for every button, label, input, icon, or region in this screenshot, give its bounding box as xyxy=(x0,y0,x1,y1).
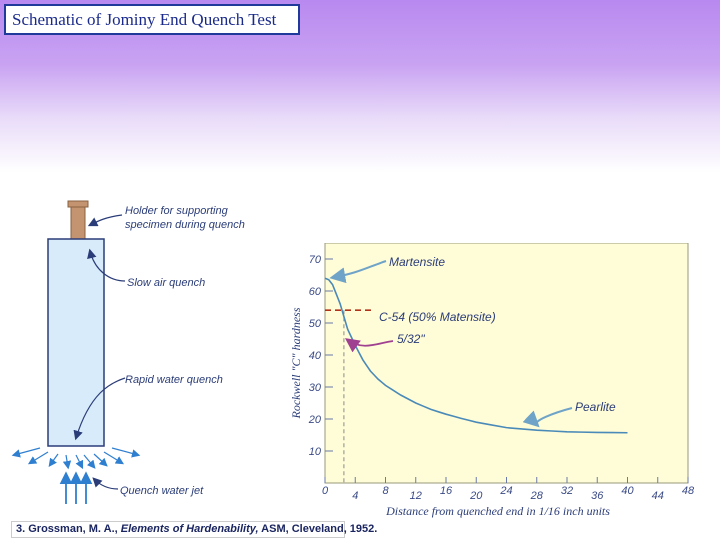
x-tick-label: 20 xyxy=(469,490,483,502)
x-tick-label: 48 xyxy=(682,485,695,497)
slow-air-label: Slow air quench xyxy=(127,277,205,289)
specimen-bar xyxy=(47,238,105,447)
x-tick-label: 44 xyxy=(652,490,664,502)
x-axis-label: Distance from quenched end in 1/16 inch … xyxy=(385,504,610,518)
x-tick-label: 0 xyxy=(322,485,329,497)
x-tick-label: 16 xyxy=(440,485,453,497)
jominy-schematic: Holder for supporting specimen during qu… xyxy=(10,193,255,506)
holder-rod xyxy=(70,206,86,240)
rapid-water-arrow xyxy=(73,377,126,441)
martensite-label: Martensite xyxy=(389,255,445,269)
y-tick-label: 40 xyxy=(309,350,322,362)
y-tick-label: 10 xyxy=(309,446,322,458)
reference-citation: 3. Grossman, M. A., Elements of Hardenab… xyxy=(11,521,377,538)
reference-work: Elements of Hardenability, xyxy=(120,523,259,535)
martensite-arrow xyxy=(329,260,387,284)
pearlite-arrow xyxy=(522,407,573,428)
x-tick-label: 32 xyxy=(561,485,573,497)
water-jet-arrow xyxy=(92,477,119,490)
x-tick-label: 36 xyxy=(591,490,604,502)
rapid-water-label: Rapid water quench xyxy=(125,374,223,386)
c54-label: C-54 (50% Matensite) xyxy=(379,310,496,324)
reference-author: Grossman, M. A., xyxy=(28,523,118,535)
y-tick-label: 20 xyxy=(308,414,322,426)
x-tick-label: 4 xyxy=(352,490,358,502)
five32-arrow xyxy=(344,338,394,353)
water-jet-label: Quench water jet xyxy=(120,485,204,497)
y-tick-label: 60 xyxy=(309,286,322,298)
five32-label: 5/32" xyxy=(397,332,425,346)
slide-title: Schematic of Jominy End Quench Test xyxy=(4,4,300,35)
x-tick-label: 28 xyxy=(530,490,544,502)
pearlite-label: Pearlite xyxy=(575,400,616,414)
holder-label-1: Holder for supporting xyxy=(125,205,229,217)
holder-label-2: specimen during quench xyxy=(125,219,245,231)
holder-arrow xyxy=(87,214,123,227)
y-axis-label: Rockwell "C" hardness xyxy=(289,307,303,419)
schematic-svg: Holder for supporting specimen during qu… xyxy=(11,200,245,504)
hardness-chart: 10 20 30 40 50 60 70 0 4 8 12 16 20 24 28 32 36 40 44 48 M… xyxy=(288,242,708,526)
reference-publisher: ASM, Cleveland, 1952. xyxy=(261,523,378,535)
y-tick-label: 50 xyxy=(309,318,322,330)
y-tick-label: 70 xyxy=(309,254,322,266)
x-tick-label: 12 xyxy=(410,490,422,502)
plot-area xyxy=(324,242,689,484)
hardness-curve xyxy=(324,277,628,434)
x-tick-label: 8 xyxy=(382,485,389,497)
water-jet-arrows xyxy=(59,471,93,504)
x-tick-label: 40 xyxy=(621,485,634,497)
x-tick-label: 24 xyxy=(499,485,512,497)
y-tick-label: 30 xyxy=(309,382,322,394)
slow-air-arrow xyxy=(87,248,126,282)
slide-title-text: Schematic of Jominy End Quench Test xyxy=(12,9,277,29)
water-spray xyxy=(11,447,141,470)
holder-cap xyxy=(67,200,89,208)
reference-number: 3. xyxy=(16,523,26,535)
